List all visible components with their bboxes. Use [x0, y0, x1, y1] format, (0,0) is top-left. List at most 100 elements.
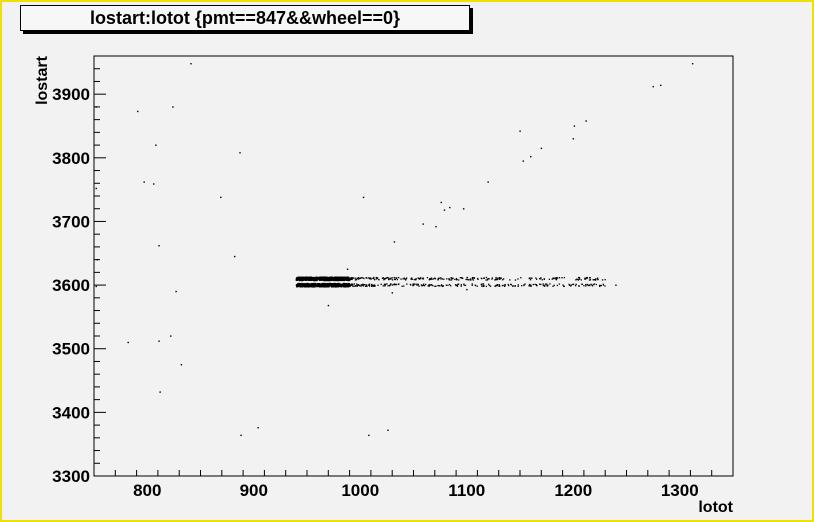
band-point — [428, 284, 430, 286]
band-point — [409, 283, 412, 286]
band-point — [295, 279, 298, 282]
band-point — [456, 284, 459, 286]
band-point — [314, 282, 317, 285]
band-point — [429, 284, 431, 287]
scatter-point — [143, 181, 145, 183]
band-point — [496, 278, 498, 280]
scatter-point — [172, 106, 174, 108]
band-point — [600, 284, 602, 287]
band-point — [348, 283, 351, 286]
band-point — [394, 276, 396, 279]
band-point — [327, 279, 329, 281]
band-point — [319, 276, 322, 279]
band-point — [303, 284, 305, 287]
band-point — [481, 285, 483, 287]
band-point — [553, 284, 555, 287]
band-point — [471, 278, 474, 280]
band-point — [498, 277, 501, 279]
scatter-point — [466, 288, 468, 291]
band-point — [494, 285, 496, 287]
band-point — [309, 278, 311, 280]
band-point — [321, 278, 324, 281]
band-point — [466, 276, 469, 279]
band-point — [366, 277, 368, 279]
band-point — [574, 285, 577, 287]
band-point — [385, 277, 387, 279]
band-point — [460, 277, 463, 279]
band-point — [514, 285, 516, 287]
band-point — [390, 277, 392, 279]
band-point — [352, 283, 354, 286]
band-point — [586, 277, 588, 279]
scatter-point — [327, 304, 330, 307]
band-point — [581, 283, 583, 285]
band-point — [359, 277, 362, 279]
band-point — [504, 284, 506, 287]
band-point — [455, 279, 458, 281]
band-point — [578, 285, 580, 287]
scatter-point — [519, 130, 521, 132]
band-point — [322, 285, 325, 287]
band-point — [308, 276, 310, 279]
band-point — [393, 283, 395, 286]
band-point — [442, 285, 444, 288]
band-point — [301, 279, 304, 281]
band-point — [394, 283, 397, 286]
band-point — [311, 285, 314, 288]
band-point — [337, 284, 340, 287]
band-point — [316, 279, 318, 281]
band-point — [405, 279, 407, 281]
band-point — [401, 285, 403, 287]
band-point — [373, 285, 375, 287]
band-point — [543, 278, 545, 280]
band-point — [390, 278, 392, 280]
band-point — [552, 277, 555, 280]
band-point — [352, 277, 355, 279]
band-point — [474, 284, 477, 287]
band-point — [466, 278, 469, 281]
band-point — [361, 284, 364, 286]
band-point — [331, 276, 333, 279]
band-point — [540, 278, 542, 280]
band-point — [365, 284, 368, 286]
band-point — [563, 285, 565, 288]
band-point — [501, 284, 504, 287]
band-point — [450, 277, 452, 279]
band-point — [585, 283, 587, 286]
band-point — [535, 284, 538, 286]
band-point — [365, 277, 367, 279]
scatter-point — [362, 196, 365, 199]
band-point — [344, 277, 347, 280]
band-point — [310, 277, 313, 280]
band-point — [402, 278, 404, 280]
band-point — [329, 277, 331, 280]
band-point — [427, 285, 429, 287]
band-point — [589, 279, 592, 281]
scatter-point — [233, 255, 236, 258]
scatter-point — [220, 196, 222, 199]
y-tick-label: 3500 — [52, 340, 90, 359]
band-point — [313, 284, 315, 286]
band-point — [471, 284, 473, 287]
band-point — [360, 284, 362, 286]
band-point — [320, 279, 323, 281]
scatter-point — [95, 285, 97, 288]
band-point — [570, 285, 572, 287]
band-point — [314, 277, 317, 279]
scatter-point — [159, 391, 161, 393]
band-point — [540, 277, 542, 279]
band-point — [328, 277, 330, 279]
band-point — [578, 278, 581, 280]
band-point — [299, 277, 302, 279]
band-point — [446, 278, 448, 280]
band-point — [337, 276, 340, 279]
band-point — [418, 278, 421, 280]
band-point — [322, 283, 325, 285]
band-point — [337, 285, 340, 288]
band-point — [520, 277, 522, 279]
band-point — [349, 278, 351, 280]
band-point — [329, 284, 331, 287]
band-point — [324, 285, 327, 287]
band-point — [299, 285, 302, 288]
band-point — [420, 284, 423, 286]
